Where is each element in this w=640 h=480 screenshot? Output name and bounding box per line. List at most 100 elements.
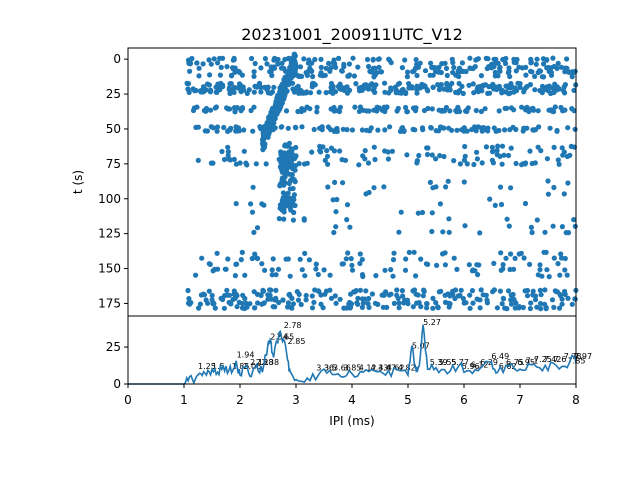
raster-point — [506, 65, 512, 71]
raster-point — [344, 90, 351, 96]
raster-point — [370, 56, 376, 62]
raster-point — [442, 60, 448, 66]
raster-point — [495, 85, 501, 91]
raster-point — [530, 288, 536, 294]
raster-point — [510, 291, 516, 298]
raster-point — [221, 305, 227, 311]
raster-point — [372, 156, 378, 163]
raster-point — [208, 160, 214, 166]
raster-point — [360, 300, 366, 306]
raster-point — [343, 256, 349, 262]
raster-point — [332, 179, 338, 185]
x-tick-label: 8 — [572, 393, 580, 407]
raster-point — [327, 68, 333, 74]
raster-point — [420, 84, 426, 90]
raster-point — [564, 153, 571, 160]
raster-point — [297, 73, 303, 79]
raster-point — [224, 64, 230, 70]
raster-point — [497, 184, 504, 190]
raster-point — [537, 287, 543, 293]
raster-point — [328, 295, 335, 301]
raster-point — [396, 305, 402, 311]
raster-point — [446, 125, 452, 131]
raster-point — [419, 209, 426, 216]
raster-point — [503, 255, 509, 261]
raster-point — [214, 128, 220, 134]
raster-point — [232, 295, 238, 301]
raster-point — [438, 82, 444, 88]
raster-point — [278, 206, 284, 212]
raster-point — [226, 299, 232, 306]
raster-point — [500, 56, 506, 63]
raster-point — [299, 124, 305, 130]
raster-point — [516, 304, 523, 310]
raster-point — [325, 161, 331, 167]
raster-point — [276, 299, 282, 306]
raster-point — [345, 250, 351, 256]
raster-point — [382, 80, 388, 86]
raster-point — [391, 250, 397, 256]
raster-point — [312, 287, 318, 293]
raster-point — [558, 251, 564, 257]
x-tick-label: 2 — [236, 393, 244, 407]
raster-point — [534, 304, 540, 310]
raster-point — [323, 90, 329, 96]
raster-point — [516, 251, 522, 257]
raster-point — [283, 192, 289, 198]
raster-point — [317, 147, 323, 154]
raster-point — [218, 64, 224, 70]
raster-point — [222, 266, 228, 272]
raster-point — [429, 228, 435, 235]
raster-point — [559, 145, 565, 151]
raster-point — [355, 295, 361, 301]
raster-point — [193, 272, 199, 278]
raster-point — [428, 125, 434, 131]
raster-point — [404, 297, 411, 303]
raster-point — [478, 287, 484, 293]
raster-point — [561, 88, 567, 94]
raster-point — [497, 153, 503, 159]
raster-point — [337, 104, 343, 110]
raster-point — [195, 124, 201, 130]
raster-point — [309, 60, 315, 66]
raster-point — [478, 108, 484, 115]
raster-point — [447, 87, 453, 93]
raster-point — [565, 125, 571, 131]
raster-point — [265, 85, 271, 91]
raster-point — [365, 160, 372, 166]
raster-point — [505, 288, 512, 294]
raster-point — [351, 73, 357, 79]
raster-point — [273, 296, 279, 302]
raster-point — [255, 300, 261, 306]
raster-point — [502, 60, 509, 66]
raster-point — [317, 72, 323, 78]
raster-point — [225, 144, 231, 150]
raster-point — [571, 108, 577, 114]
x-tick-label: 1 — [180, 393, 188, 407]
raster-point — [430, 305, 436, 311]
raster-point — [301, 107, 307, 113]
raster-point — [569, 301, 575, 307]
raster-point — [455, 90, 461, 96]
raster-point — [328, 85, 334, 91]
raster-y-tick-label: 125 — [98, 227, 121, 241]
raster-point — [517, 84, 523, 90]
raster-point — [456, 293, 462, 299]
raster-point — [234, 261, 240, 267]
raster-point — [291, 54, 297, 60]
raster-point — [297, 64, 304, 70]
raster-point — [484, 65, 490, 72]
raster-point — [239, 249, 245, 255]
raster-point — [252, 60, 258, 67]
raster-point — [499, 143, 506, 149]
peak-label: 3.5 — [324, 364, 337, 373]
raster-point — [523, 160, 529, 166]
raster-point — [310, 73, 316, 80]
raster-point — [494, 305, 500, 311]
raster-point — [565, 295, 571, 301]
raster-point — [196, 65, 202, 71]
raster-point — [441, 153, 447, 160]
raster-point — [505, 152, 512, 159]
raster-point — [445, 178, 451, 184]
raster-point — [381, 291, 387, 297]
